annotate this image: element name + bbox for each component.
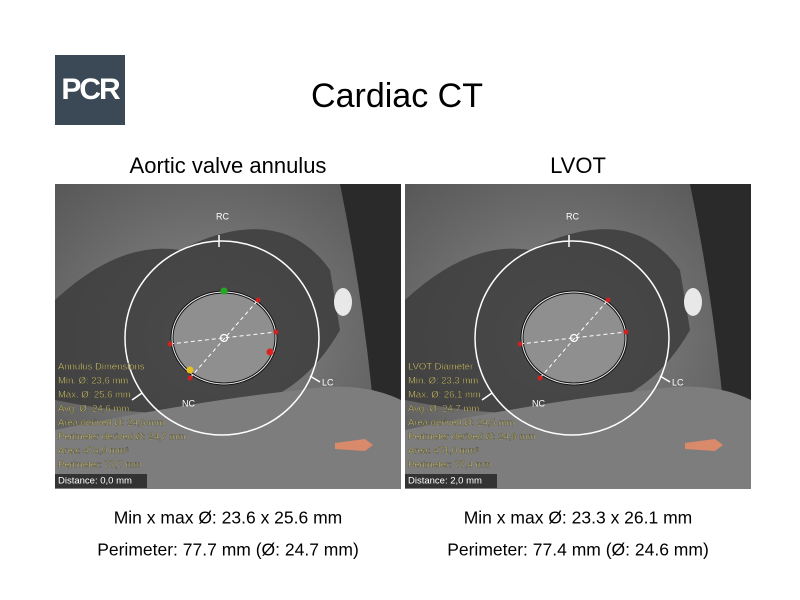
segment-label: NC [532,398,545,408]
lower-tissue [405,386,751,489]
measurement-line: Avg. Ø: 24,7 mm [408,404,479,415]
nc-tick [131,392,143,401]
reference-circle [474,240,670,436]
anatomy-icon [335,439,373,451]
max-diameter [189,299,259,379]
measurement-line: Min. Ø: 23,6 mm [58,376,128,387]
caption: Min x max Ø: 23.3 x 26.1 mm [464,508,693,528]
center-point [569,333,579,343]
endpoint [255,297,261,303]
measurement-line: LVOT Diameter [408,362,473,373]
segment-label: RC [566,211,579,221]
slide-title: Cardiac CT [311,77,483,115]
valve-region [522,291,626,385]
reference-circle [124,240,320,436]
measurement-line: Area derived Ø: 24,6 mm [58,418,164,429]
distance: Distance: 2,0 mm [408,476,482,487]
measurement-line: Area derived Ø: 24,5 mm [408,418,514,429]
nc-tick [481,392,493,401]
ct-image: RC LC NC Annulus Dimensions Min. Ø: 23,6 mm M… [55,184,401,489]
endpoint [517,341,523,347]
endpoint [273,329,279,335]
handle-yellow [186,366,194,374]
measurement-line: Max. Ø: 26,1 mm [408,390,481,401]
measurement-line: Max. Ø: 25,6 mm [58,390,131,401]
caption: Perimeter: 77.4 mm (Ø: 24.6 mm) [447,540,709,560]
measurement-line: Perimeter derived Ø: 24,6 mm [408,432,535,443]
measurement-line: Perimeter: 77,4 mm [408,460,491,471]
min-diameter [169,331,277,345]
endpoint [187,375,193,381]
segment-label: NC [182,398,195,408]
lc-tick [659,375,671,383]
segment-label: RC [216,211,229,221]
min-diameter [519,331,627,345]
segment-label: LC [322,377,334,387]
anatomy-icon [685,439,723,451]
handle-red [266,348,274,356]
measurement-line: Area: 471,0 mm² [408,446,479,457]
valve-region [172,291,276,385]
distance: Distance: 0,0 mm [58,476,132,487]
logo: PCR [61,73,121,106]
lower-tissue [55,386,401,489]
annulus-contour-inner [521,291,627,385]
distance-box [55,474,147,488]
panel-heading: Aortic valve annulus [130,153,327,178]
ct-image: RC LC NC LVOT Diameter Min. Ø: 23,3 mm Max. Ø… [405,184,751,489]
logo-box [55,55,125,125]
max-diameter [539,299,609,379]
endpoint [167,341,173,347]
center-point [219,333,229,343]
panel-heading: LVOT [550,153,606,178]
endpoint [537,375,543,381]
endpoint [623,329,629,335]
caption: Perimeter: 77.7 mm (Ø: 24.7 mm) [97,540,359,560]
measurement-line: Avg. Ø: 24,6 mm [58,404,129,415]
measurement-line: Perimeter: 77,7 mm [58,460,141,471]
measurement-line: Area: 474,9 mm² [58,446,129,457]
measurement-line: Min. Ø: 23,3 mm [408,376,478,387]
lc-tick [309,375,321,383]
measurement-line: Perimeter derived Ø: 24,7 mm [58,432,185,443]
endpoint [605,297,611,303]
caption: Min x max Ø: 23.6 x 25.6 mm [114,508,343,528]
bright-spot [334,288,352,316]
distance-box [405,474,497,488]
handle-green [220,287,228,295]
bright-spot [684,288,702,316]
measurement-line: Annulus Dimensions [58,362,145,373]
segment-label: LC [672,377,684,387]
